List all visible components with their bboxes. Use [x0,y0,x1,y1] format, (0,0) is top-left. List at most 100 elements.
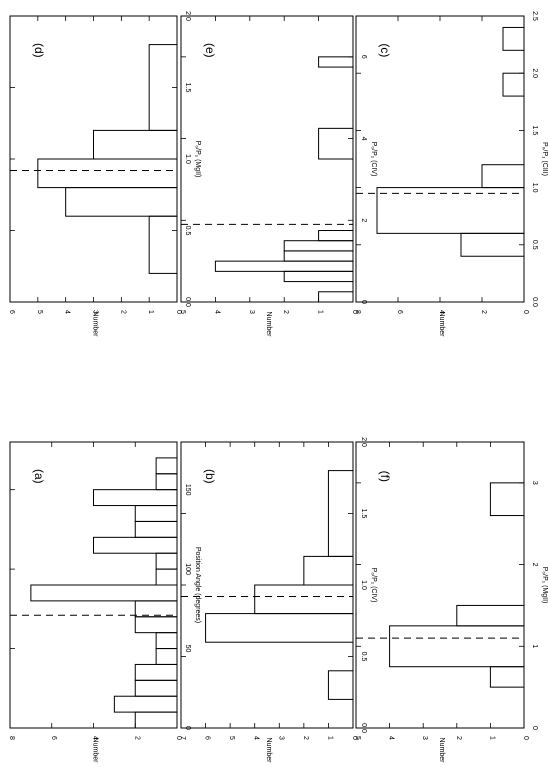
panel-label: (f) [378,471,392,482]
panel-label: (c) [378,43,392,57]
x-tick-label: 100 [184,563,191,575]
x-tick-label: 0.5 [531,240,538,250]
histogram-bar [134,679,178,697]
panel-label: (d) [32,43,46,58]
histogram-bar [254,584,354,615]
histogram-bar [502,72,525,97]
histogram-bar [155,457,178,475]
histogram-bar [327,670,354,700]
histogram-bar [148,44,178,131]
histogram-bar [456,604,525,627]
histogram-bar [502,26,525,51]
y-tick-label: 3 [92,310,99,314]
x-tick-label: 3 [531,481,538,485]
y-tick-label: 6 [396,310,403,314]
y-tick-label: 2 [119,310,126,314]
histogram-bar [37,158,178,189]
plot-frame [355,15,525,303]
panel-c: 0 2 4 6 8 0.0 0.5 1.0 1.5 2.0 2.5 (c) P₀/P₁ (CIII) Nu… [354,11,548,337]
y-tick-label: 2 [133,736,140,740]
x-tick-label: 1.5 [360,509,367,519]
y-tick-label: 3 [277,736,284,740]
y-tick-label: 3 [421,736,428,740]
x-axis-label: P₀/P₁ (CIV) [370,142,377,177]
y-tick-label: 2 [302,736,309,740]
histogram-bar [134,711,178,729]
y-tick-label: 4 [438,310,445,314]
x-tick-label: 150 [184,484,191,496]
y-tick-label: 2 [455,736,462,740]
histogram-bar [318,230,354,242]
panel-label: (a) [32,469,46,484]
histogram-bar [134,616,178,634]
y-tick-label: 0 [351,310,358,314]
y-tick-label: 5 [36,310,43,314]
y-tick-label: 0 [522,310,529,314]
histogram-bar [134,520,178,538]
x-tick-label: 1.5 [531,126,538,136]
histogram-bar [460,232,525,257]
x-tick-label: 0.5 [360,652,367,662]
x-tick-label: 6 [360,55,367,59]
histogram-bar [489,482,525,517]
y-tick-label: 5 [179,310,186,314]
panel-label: (b) [203,469,217,484]
histogram-bar [389,625,525,668]
y-tick-label: 5 [228,736,235,740]
x-tick-label: 0.0 [531,297,538,307]
y-tick-label: 4 [213,310,220,314]
y-tick-label: 0 [175,736,182,740]
histogram-bar [155,648,178,665]
y-tick-label: 8 [354,310,361,314]
histogram-bar [30,584,178,602]
x-tick-label: 1 [531,644,538,648]
x-tick-label: 4 [360,137,367,141]
y-axis-label: Number [92,738,99,764]
x-tick-label: 2 [360,218,367,222]
x-tick-label: 50 [184,645,191,653]
x-tick-label: 1.0 [184,154,191,164]
y-tick-label: 6 [8,310,15,314]
y-axis-label: Number [265,312,272,338]
x-axis-label: P₀/P₁ (CIV) [370,568,377,603]
histogram-bar [134,663,178,681]
histogram-bar [283,240,354,252]
panel-label: (e) [203,43,217,58]
histogram-bar [93,489,178,507]
histogram-bar [155,568,178,586]
y-tick-label: 0 [175,310,182,314]
x-tick-label: 2 [531,563,538,567]
histogram-bar [318,127,354,160]
histogram-bar [283,270,354,283]
y-tick-label: 5 [354,736,361,740]
y-tick-label: 8 [8,736,15,740]
y-tick-label: 1 [326,736,333,740]
histogram-bar [134,505,178,522]
x-axis-label: Position Angle (degrees) [194,547,201,623]
y-tick-label: 0 [351,736,358,740]
histogram-bar [327,470,354,557]
x-axis-label: P₀/P₁ (CIII) [541,142,548,176]
histogram-bar [155,473,178,491]
histogram-bar [93,536,178,554]
y-tick-label: 6 [204,736,211,740]
x-axis-label: P₀/P₁ (MgII) [541,567,548,604]
y-tick-label: 2 [480,310,487,314]
y-tick-label: 1 [488,736,495,740]
x-tick-label: 0.5 [184,226,191,236]
y-tick-label: 7 [179,736,186,740]
y-tick-label: 0 [522,736,529,740]
panel-e: 0 1 2 3 4 5 0 2 4 6 (e) P₀/P₁ (CIV) Number [179,15,377,338]
y-axis-label: Number [265,738,272,764]
y-tick-label: 4 [64,310,71,314]
y-tick-label: 3 [248,310,255,314]
plot-frame [355,441,525,729]
histogram-bar [376,187,525,234]
histogram-bar [214,260,354,272]
y-axis-label: Number [438,312,445,338]
y-tick-label: 1 [147,310,154,314]
